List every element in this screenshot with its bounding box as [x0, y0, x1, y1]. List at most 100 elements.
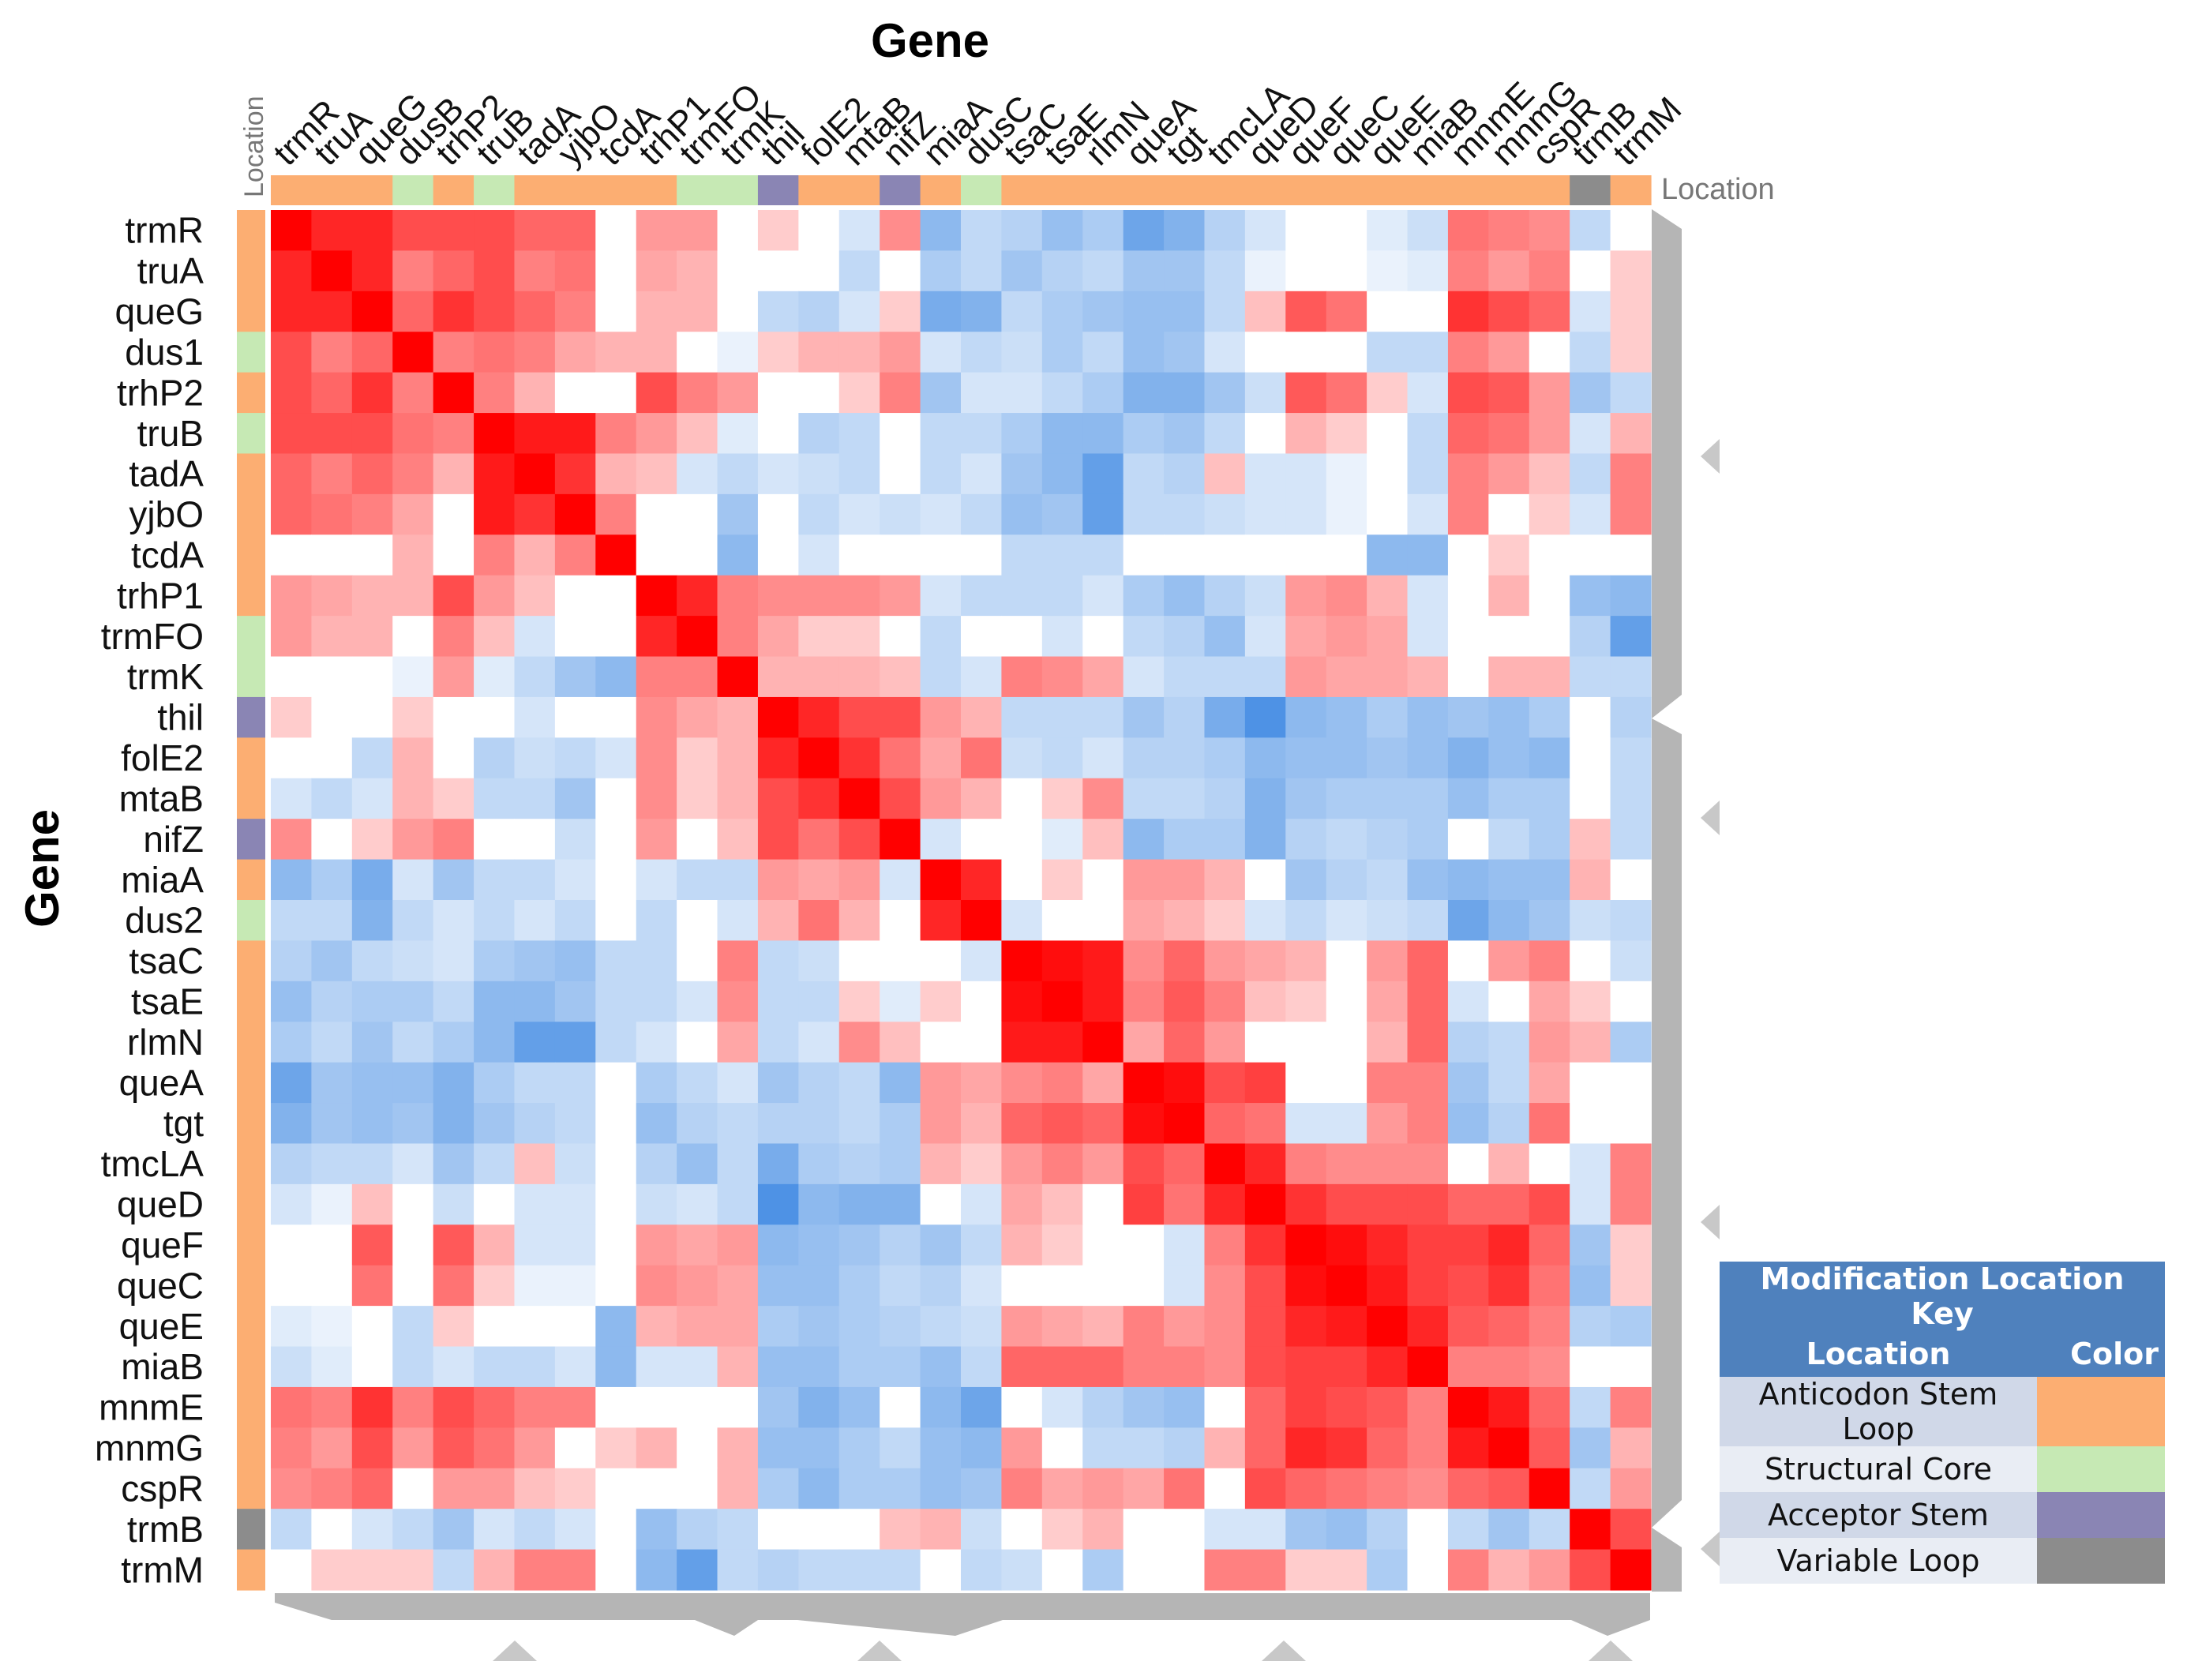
heatmap-cell[interactable]: [1326, 819, 1367, 861]
heatmap-cell[interactable]: [554, 413, 596, 455]
heatmap-cell[interactable]: [554, 1306, 596, 1348]
heatmap-cell[interactable]: [1407, 1306, 1449, 1348]
heatmap-cell[interactable]: [798, 1224, 840, 1266]
heatmap-cell[interactable]: [636, 1346, 677, 1388]
heatmap-cell[interactable]: [1123, 616, 1165, 658]
heatmap-cell[interactable]: [474, 210, 516, 252]
heatmap-cell[interactable]: [880, 1022, 921, 1063]
heatmap-cell[interactable]: [311, 575, 353, 617]
heatmap-cell[interactable]: [311, 1468, 353, 1509]
heatmap-cell[interactable]: [433, 1224, 475, 1266]
heatmap-cell[interactable]: [1041, 1183, 1083, 1225]
heatmap-cell[interactable]: [1326, 1103, 1367, 1145]
heatmap-cell[interactable]: [1164, 1306, 1206, 1348]
heatmap-cell[interactable]: [474, 493, 516, 535]
heatmap-cell[interactable]: [1001, 778, 1043, 819]
heatmap-cell[interactable]: [880, 778, 921, 819]
heatmap-cell[interactable]: [1041, 819, 1083, 861]
heatmap-cell[interactable]: [311, 453, 353, 495]
heatmap-cell[interactable]: [1244, 1386, 1286, 1428]
heatmap-cell[interactable]: [838, 250, 880, 292]
heatmap-cell[interactable]: [757, 210, 799, 252]
heatmap-cell[interactable]: [1367, 1386, 1409, 1428]
heatmap-cell[interactable]: [1164, 291, 1206, 332]
heatmap-cell[interactable]: [311, 413, 353, 455]
heatmap-cell[interactable]: [1367, 696, 1409, 738]
heatmap-cell[interactable]: [1285, 737, 1327, 779]
heatmap-cell[interactable]: [1164, 1022, 1206, 1063]
heatmap-cell[interactable]: [1123, 1183, 1165, 1225]
heatmap-cell[interactable]: [1570, 1062, 1611, 1104]
heatmap-cell[interactable]: [1367, 1224, 1409, 1266]
heatmap-cell[interactable]: [636, 453, 677, 495]
heatmap-cell[interactable]: [1447, 1265, 1489, 1307]
heatmap-cell[interactable]: [595, 332, 637, 373]
heatmap-cell[interactable]: [717, 1062, 759, 1104]
heatmap-cell[interactable]: [1123, 900, 1165, 942]
heatmap-cell[interactable]: [514, 493, 556, 535]
heatmap-cell[interactable]: [757, 1306, 799, 1348]
heatmap-cell[interactable]: [351, 1346, 393, 1388]
heatmap-cell[interactable]: [1447, 210, 1489, 252]
heatmap-cell[interactable]: [1488, 1509, 1530, 1551]
expand-arrow-right-1[interactable]: [1701, 439, 1720, 474]
heatmap-cell[interactable]: [1488, 1224, 1530, 1266]
heatmap-cell[interactable]: [1529, 778, 1570, 819]
heatmap-cell[interactable]: [1041, 453, 1083, 495]
heatmap-cell[interactable]: [271, 534, 313, 576]
heatmap-cell[interactable]: [961, 575, 1003, 617]
heatmap-cell[interactable]: [1529, 1468, 1570, 1509]
heatmap-cell[interactable]: [1488, 696, 1530, 738]
heatmap-cell[interactable]: [1164, 453, 1206, 495]
heatmap-cell[interactable]: [351, 534, 393, 576]
heatmap-cell[interactable]: [1001, 413, 1043, 455]
heatmap-cell[interactable]: [757, 656, 799, 698]
heatmap-cell[interactable]: [1123, 1549, 1165, 1591]
heatmap-cell[interactable]: [961, 534, 1003, 576]
heatmap-cell[interactable]: [1244, 696, 1286, 738]
heatmap-cell[interactable]: [677, 1103, 718, 1145]
heatmap-cell[interactable]: [677, 1183, 718, 1225]
heatmap-cell[interactable]: [636, 737, 677, 779]
heatmap-cell[interactable]: [554, 778, 596, 819]
heatmap-cell[interactable]: [392, 250, 434, 292]
heatmap-cell[interactable]: [311, 1022, 353, 1063]
heatmap-cell[interactable]: [1001, 1509, 1043, 1551]
heatmap-cell[interactable]: [1407, 493, 1449, 535]
heatmap-cell[interactable]: [961, 372, 1003, 414]
heatmap-cell[interactable]: [554, 696, 596, 738]
heatmap-cell[interactable]: [474, 900, 516, 942]
heatmap-cell[interactable]: [961, 981, 1003, 1022]
heatmap-cell[interactable]: [1367, 575, 1409, 617]
heatmap-cell[interactable]: [474, 616, 516, 658]
heatmap-cell[interactable]: [961, 616, 1003, 658]
heatmap-cell[interactable]: [880, 1468, 921, 1509]
heatmap-cell[interactable]: [1164, 819, 1206, 861]
heatmap-cell[interactable]: [554, 819, 596, 861]
heatmap-cell[interactable]: [271, 859, 313, 901]
heatmap-cell[interactable]: [1367, 940, 1409, 982]
heatmap-cell[interactable]: [1488, 1386, 1530, 1428]
heatmap-cell[interactable]: [798, 210, 840, 252]
heatmap-cell[interactable]: [1407, 1183, 1449, 1225]
heatmap-cell[interactable]: [514, 1509, 556, 1551]
heatmap-cell[interactable]: [1407, 656, 1449, 698]
heatmap-cell[interactable]: [1407, 1427, 1449, 1469]
heatmap-cell[interactable]: [1204, 1022, 1246, 1063]
heatmap-cell[interactable]: [1529, 616, 1570, 658]
heatmap-cell[interactable]: [271, 1386, 313, 1428]
heatmap-cell[interactable]: [1285, 1265, 1327, 1307]
heatmap-cell[interactable]: [1164, 940, 1206, 982]
heatmap-cell[interactable]: [677, 372, 718, 414]
heatmap-cell[interactable]: [1001, 859, 1043, 901]
heatmap-cell[interactable]: [311, 250, 353, 292]
heatmap-cell[interactable]: [474, 1103, 516, 1145]
heatmap-cell[interactable]: [1367, 859, 1409, 901]
heatmap-cell[interactable]: [880, 1183, 921, 1225]
heatmap-cell[interactable]: [351, 940, 393, 982]
heatmap-cell[interactable]: [757, 413, 799, 455]
heatmap-cell[interactable]: [311, 1143, 353, 1185]
heatmap-cell[interactable]: [1326, 210, 1367, 252]
heatmap-cell[interactable]: [717, 210, 759, 252]
heatmap-cell[interactable]: [677, 291, 718, 332]
